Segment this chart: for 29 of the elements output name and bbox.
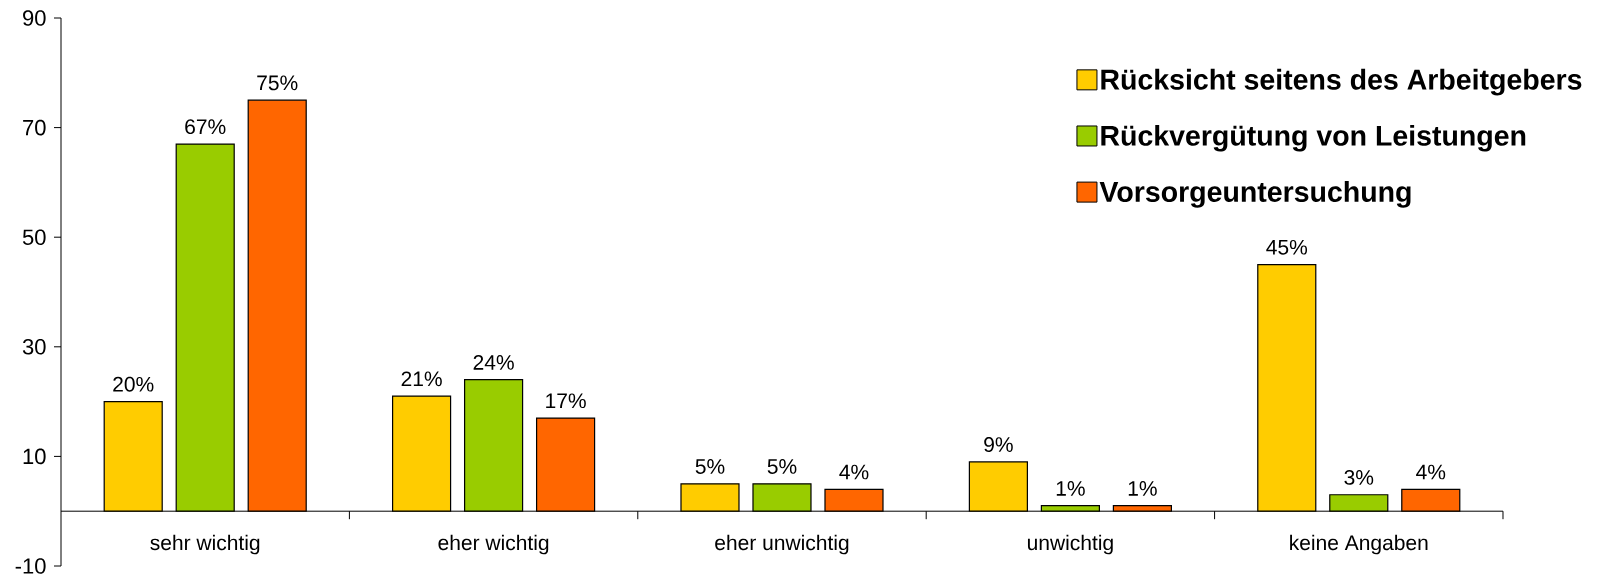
legend-label: Vorsorgeuntersuchung [1099, 181, 1411, 208]
y-tick-label: 90 [23, 10, 46, 26]
data-label: 20% [113, 376, 154, 392]
y-tick-label: -10 [15, 558, 46, 574]
data-label: 17% [546, 393, 586, 409]
data-label: 3% [1344, 469, 1374, 485]
data-label: 1% [1128, 481, 1157, 496]
x-tick-label: keine Angaben [1290, 534, 1428, 555]
data-label: 45% [1266, 239, 1308, 255]
data-label: 4% [1416, 464, 1446, 480]
data-label: 75% [257, 75, 298, 91]
legend-label: Rücksicht seitens des Arbeitgebers [1101, 68, 1582, 96]
data-label: 9% [984, 437, 1013, 452]
data-label: 1% [1056, 481, 1085, 496]
data-label: 5% [767, 459, 797, 474]
y-tick-label: 10 [23, 448, 46, 465]
y-tick-label: 70 [23, 119, 46, 136]
legend-label: Rückvergütung von Leistungen [1101, 124, 1526, 152]
data-label: 21% [401, 371, 442, 387]
x-tick-label: eher unwichtig [715, 534, 849, 555]
x-tick-label: unwichtig [1027, 534, 1113, 555]
x-tick-label: eher wichtig [438, 534, 549, 555]
data-label: 4% [839, 464, 869, 480]
data-label: 24% [473, 354, 514, 370]
x-tick-label: sehr wichtig [150, 534, 260, 555]
y-tick-label: 30 [22, 339, 46, 355]
data-label: 5% [695, 459, 725, 474]
y-tick-label: 50 [22, 229, 46, 245]
data-label: 67% [185, 119, 226, 135]
